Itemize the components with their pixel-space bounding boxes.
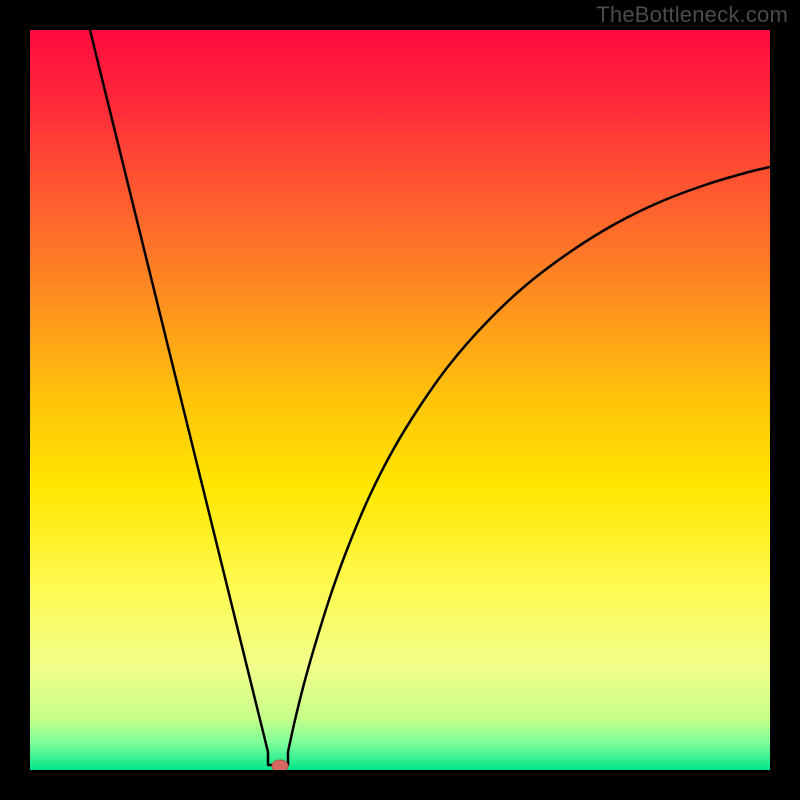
gradient-background — [30, 30, 770, 770]
figure-frame: TheBottleneck.com — [0, 0, 800, 800]
watermark-text: TheBottleneck.com — [596, 2, 788, 28]
chart-svg — [30, 30, 770, 770]
plot-area — [30, 30, 770, 770]
optimum-marker — [272, 760, 288, 770]
